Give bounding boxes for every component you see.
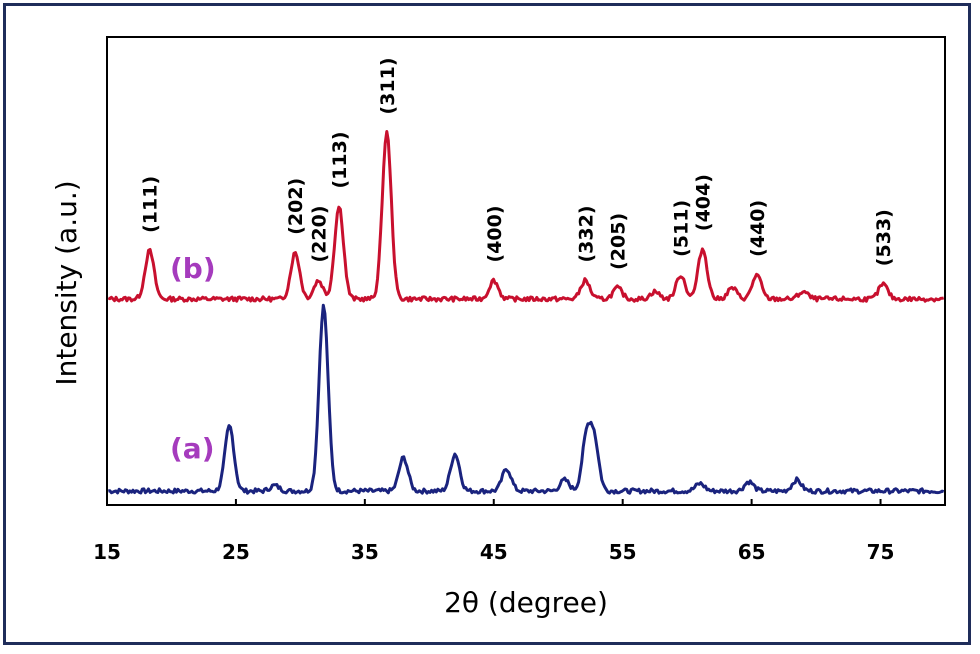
x-tick-label: 65 [738, 540, 766, 564]
peak-label: (511) [671, 200, 693, 257]
series-line [107, 130, 945, 303]
peak-label: (440) [747, 200, 769, 257]
x-tick-label: 15 [93, 540, 121, 564]
peak-labels: (111) (202) (220) (113) (311) (400) (332) (205)… [140, 57, 896, 269]
x-tick-label: 25 [222, 540, 250, 564]
series-line [108, 303, 945, 495]
peak-label: (113) [329, 131, 351, 188]
y-axis-title: Intensity (a.u.) [50, 180, 83, 385]
plot-area [106, 36, 946, 506]
peak-label: (404) [693, 174, 715, 231]
x-tick-label: 75 [867, 540, 895, 564]
series-lines [107, 130, 945, 495]
series-label-a: (a) [170, 432, 215, 465]
series-label-b: (b) [170, 252, 216, 285]
peak-label: (332) [575, 205, 597, 262]
x-tick-label: 45 [480, 540, 508, 564]
peak-label: (220) [308, 205, 330, 262]
peak-label: (533) [873, 209, 895, 266]
x-axis-title: 2θ (degree) [444, 586, 608, 619]
peak-label: (202) [285, 178, 307, 235]
peak-label: (111) [140, 176, 162, 233]
x-tick-label: 55 [609, 540, 637, 564]
peak-label: (400) [484, 205, 506, 262]
x-axis-ticks: 15 25 35 45 55 65 75 [93, 499, 894, 564]
x-tick-label: 35 [351, 540, 379, 564]
peak-label: (311) [377, 57, 399, 114]
peak-label: (205) [608, 213, 630, 270]
